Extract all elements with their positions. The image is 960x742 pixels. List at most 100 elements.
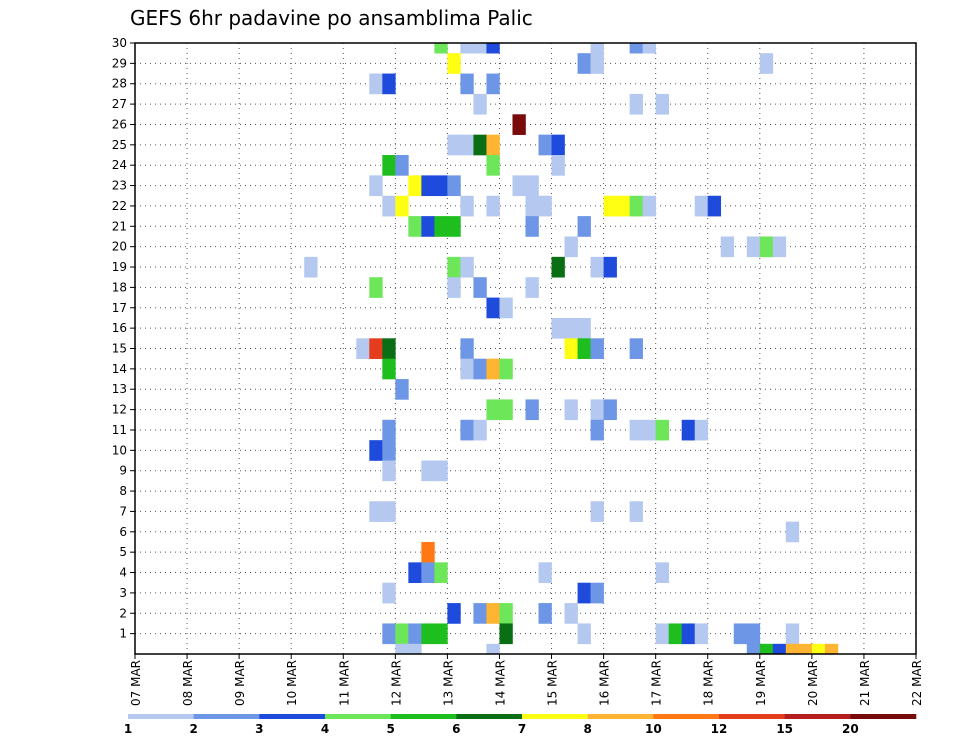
- heatmap-cell: [629, 93, 643, 115]
- heatmap-cell: [759, 236, 774, 258]
- heatmap-cell: [499, 358, 513, 380]
- heatmap-cell: [395, 195, 409, 217]
- y-tick-label: 21: [112, 219, 127, 233]
- heatmap-cell: [486, 358, 500, 380]
- heatmap-cell: [590, 256, 604, 278]
- x-tick-label: 09 MAR: [233, 660, 247, 706]
- heatmap-cell: [486, 73, 500, 95]
- heatmap-cell: [629, 43, 643, 54]
- heatmap-cell: [564, 603, 578, 624]
- heatmap-cell: [486, 297, 500, 319]
- heatmap-cell: [499, 297, 513, 319]
- heatmap-cell: [577, 317, 591, 339]
- heatmap-cell: [655, 93, 669, 115]
- heatmap-cell: [772, 643, 787, 655]
- x-tick-label: 12 MAR: [389, 660, 403, 706]
- heatmap-cell: [564, 338, 578, 359]
- y-tick-label: 13: [112, 382, 127, 396]
- y-tick-label: 17: [112, 301, 127, 315]
- y-tick-label: 12: [112, 403, 127, 417]
- y-tick-label: 25: [112, 138, 127, 152]
- heatmap-cell: [564, 317, 578, 339]
- heatmap-cell: [382, 195, 396, 217]
- y-tick-label: 18: [112, 280, 127, 294]
- colorbar-label: 2: [189, 722, 197, 736]
- heatmap-cell: [382, 501, 396, 522]
- heatmap-cell: [668, 623, 682, 645]
- heatmap-cell: [603, 399, 617, 421]
- x-tick-label: 14 MAR: [493, 660, 507, 706]
- heatmap-cell: [655, 419, 669, 441]
- heatmap-cell: [369, 338, 383, 359]
- heatmap-cell: [551, 134, 565, 156]
- heatmap-cell: [538, 134, 552, 156]
- heatmap-cell: [460, 134, 474, 156]
- heatmap-cell: [486, 603, 500, 624]
- y-tick-label: 7: [119, 504, 127, 518]
- y-tick-label: 10: [112, 443, 127, 457]
- x-tick-label: 21 MAR: [858, 660, 872, 706]
- heatmap-cell: [785, 623, 800, 645]
- heatmap-cell: [616, 195, 630, 217]
- heatmap-cell: [681, 419, 696, 441]
- heatmap-cell: [629, 501, 643, 522]
- y-tick-label: 30: [112, 36, 127, 50]
- heatmap-cell: [720, 236, 735, 258]
- x-tick-label: 10 MAR: [285, 660, 299, 706]
- heatmap-cell: [486, 43, 500, 54]
- colorbar-label: 8: [583, 722, 591, 736]
- colorbar-label: 7: [518, 722, 526, 736]
- heatmap-cell: [525, 195, 539, 217]
- heatmap-cell: [525, 277, 539, 298]
- y-tick-label: 5: [119, 545, 127, 559]
- y-tick-label: 8: [119, 484, 127, 498]
- heatmap-cell: [447, 53, 461, 74]
- colorbar-label: 4: [321, 722, 329, 736]
- heatmap-cell: [304, 256, 318, 278]
- heatmap-cells: [304, 43, 839, 655]
- colorbar-swatch: [259, 714, 326, 719]
- y-tick-label: 15: [112, 342, 127, 356]
- heatmap-cell: [486, 134, 500, 156]
- heatmap-cell: [811, 643, 826, 655]
- heatmap-cell: [590, 43, 604, 54]
- heatmap-cell: [460, 43, 474, 54]
- colorbar-swatch: [719, 714, 785, 719]
- heatmap-cell: [798, 643, 813, 655]
- y-tick-label: 11: [112, 423, 127, 437]
- colorbar-swatch: [587, 714, 654, 719]
- heatmap-cell: [538, 195, 552, 217]
- heatmap-cell: [473, 277, 487, 298]
- colorbar-label: 10: [645, 722, 662, 736]
- heatmap-cell: [421, 541, 435, 563]
- heatmap-cell: [408, 623, 422, 645]
- x-axis-ticks: 07 MAR 08 MAR 09 MAR 10 MAR 11 MAR 12 MAR 13 M…: [129, 654, 924, 706]
- heatmap-cell: [486, 399, 500, 421]
- heatmap-cell: [499, 399, 513, 421]
- heatmap-cell: [369, 277, 383, 298]
- heatmap-cell: [447, 603, 461, 624]
- heatmap-cell: [551, 256, 565, 278]
- heatmap-cell: [525, 399, 539, 421]
- heatmap-cell: [785, 521, 800, 543]
- heatmap-cell: [564, 236, 578, 258]
- colorbar-swatch: [653, 714, 720, 719]
- heatmap-cell: [447, 216, 461, 237]
- y-tick-label: 1: [119, 627, 127, 641]
- heatmap-cell: [356, 338, 370, 359]
- y-tick-label: 23: [112, 179, 127, 193]
- heatmap-cell: [408, 562, 422, 584]
- heatmap-cell: [434, 216, 448, 237]
- heatmap-cell: [395, 155, 409, 176]
- heatmap-cell: [434, 175, 448, 197]
- colorbar-swatch: [325, 714, 391, 719]
- heatmap-cell: [369, 501, 383, 522]
- heatmap-cell: [590, 53, 604, 74]
- heatmap-cell: [577, 53, 591, 74]
- heatmap-cell: [733, 623, 748, 645]
- heatmap-cell: [486, 643, 500, 655]
- y-tick-label: 14: [112, 362, 127, 376]
- x-tick-label: 17 MAR: [650, 660, 664, 706]
- heatmap-cell: [382, 73, 396, 95]
- colorbar-swatch: [850, 714, 917, 719]
